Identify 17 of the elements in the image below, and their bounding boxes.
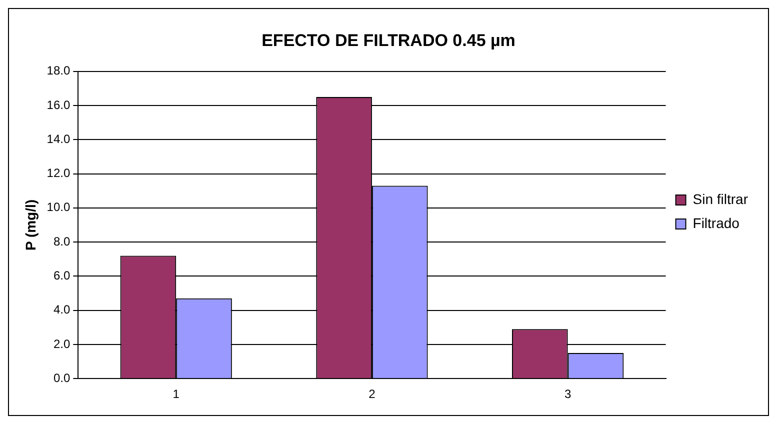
y-tick-label: 18.0 — [46, 64, 70, 78]
y-tick-label: 8.0 — [53, 234, 70, 248]
legend-label: Filtrado — [692, 214, 740, 231]
y-tick-label: 10.0 — [46, 200, 70, 214]
y-tick-label: 12.0 — [46, 166, 70, 180]
y-axis-title: P (mg/l) — [22, 199, 38, 251]
x-tick-label: 3 — [564, 387, 572, 402]
y-tick-label: 4.0 — [53, 302, 70, 317]
x-tick-label: 1 — [172, 387, 180, 402]
legend-label: Sin filtrar — [692, 190, 748, 207]
y-tick-label: 16.0 — [46, 98, 70, 112]
y-tick-label: 2.0 — [53, 336, 70, 351]
y-tick-label: 0.0 — [53, 370, 70, 385]
chart-title: EFECTO DE FILTRADO 0.45 µm — [262, 30, 516, 50]
y-tick-label: 14.0 — [46, 132, 70, 146]
y-tick-label: 6.0 — [53, 268, 70, 283]
x-tick-label: 2 — [368, 387, 376, 402]
